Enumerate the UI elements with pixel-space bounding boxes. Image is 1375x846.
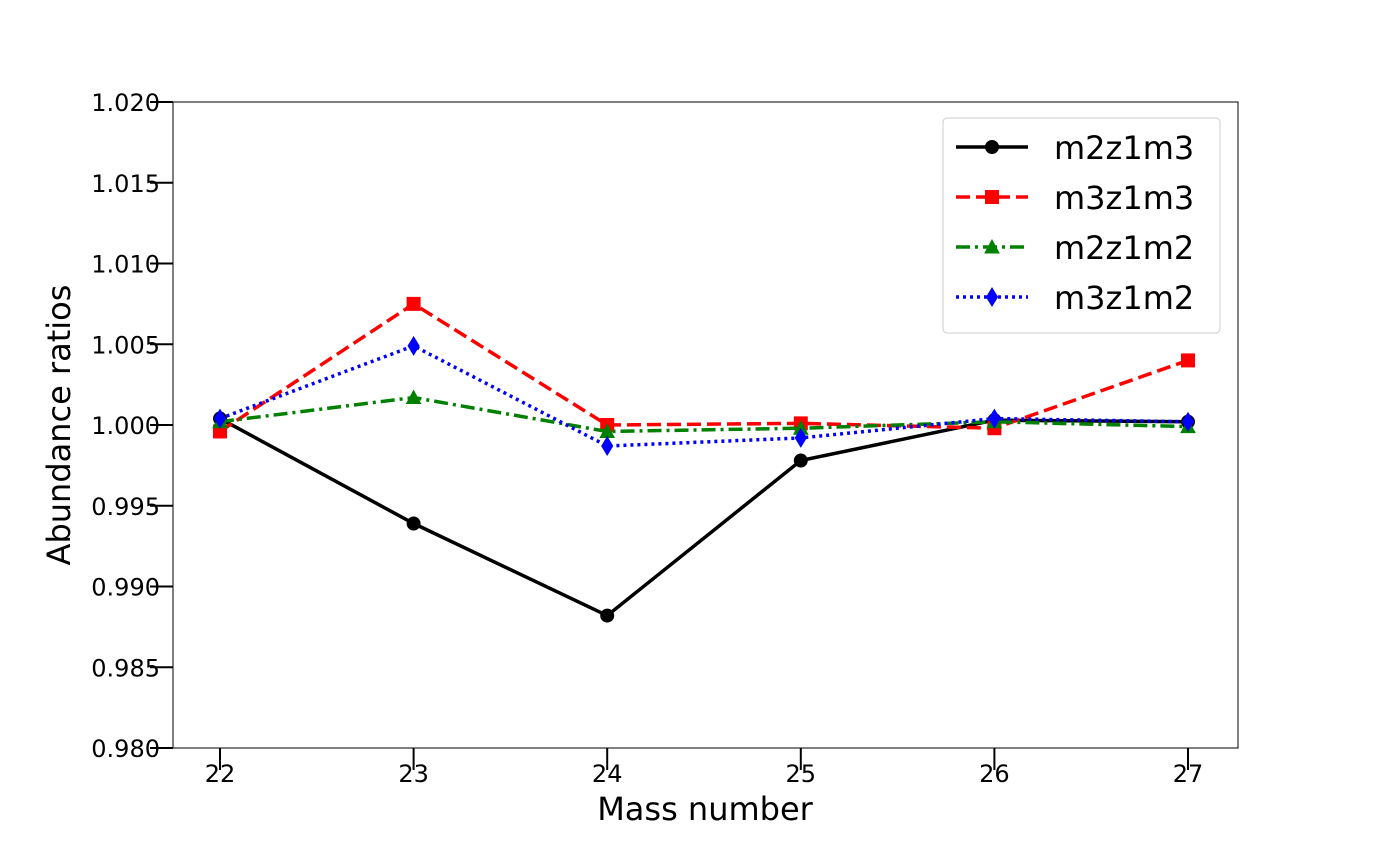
legend-label: m2z1m2 [1054,229,1194,267]
series-m3z1m2 [213,335,1195,456]
data-point [405,389,422,405]
data-point [407,335,420,356]
y-tick-label: 0.995 [91,493,160,521]
data-point [406,296,421,311]
data-point [213,408,227,429]
series-line [219,395,1189,434]
legend-box [942,117,1221,334]
data-point [600,608,615,623]
y-tick-label: 0.985 [91,654,160,682]
legend-marker [984,238,1000,254]
legend: m2z1m3 m3z1m3 m2z1m2 m3z1m2 [942,117,1221,334]
y-tick-label: 0.980 [91,735,160,763]
legend-label: m2z1m3 [1054,129,1194,167]
legend-marker [985,140,999,154]
data-point [406,516,421,531]
y-axis-label: Abundance ratios [40,285,78,566]
legend-marker [985,287,999,307]
data-point [794,427,807,448]
data-point [793,453,808,468]
x-axis-label: Mass number [597,790,813,828]
y-tick-label: 1.015 [91,170,160,198]
y-tick-label: 0.990 [91,574,160,602]
data-point [988,408,1001,429]
data-point [1181,411,1195,432]
y-tick-label: 1.000 [91,412,160,440]
legend-item: m2z1m3 [956,129,1194,167]
y-tick-label: 1.005 [91,331,160,359]
legend-item: m3z1m2 [956,279,1194,317]
series-line [219,301,1189,433]
legend-label: m3z1m2 [1054,279,1194,317]
legend-item: m2z1m2 [956,229,1194,267]
series-line [219,417,1189,618]
data-point [1181,353,1195,368]
legend-marker [985,190,999,204]
y-tick-label: 1.010 [91,251,160,279]
data-point [601,436,614,456]
legend-item: m3z1m3 [956,179,1194,217]
series-m3z1m3 [213,296,1195,439]
y-tick-label: 1.020 [91,89,160,117]
legend-label: m3z1m3 [1054,179,1194,217]
